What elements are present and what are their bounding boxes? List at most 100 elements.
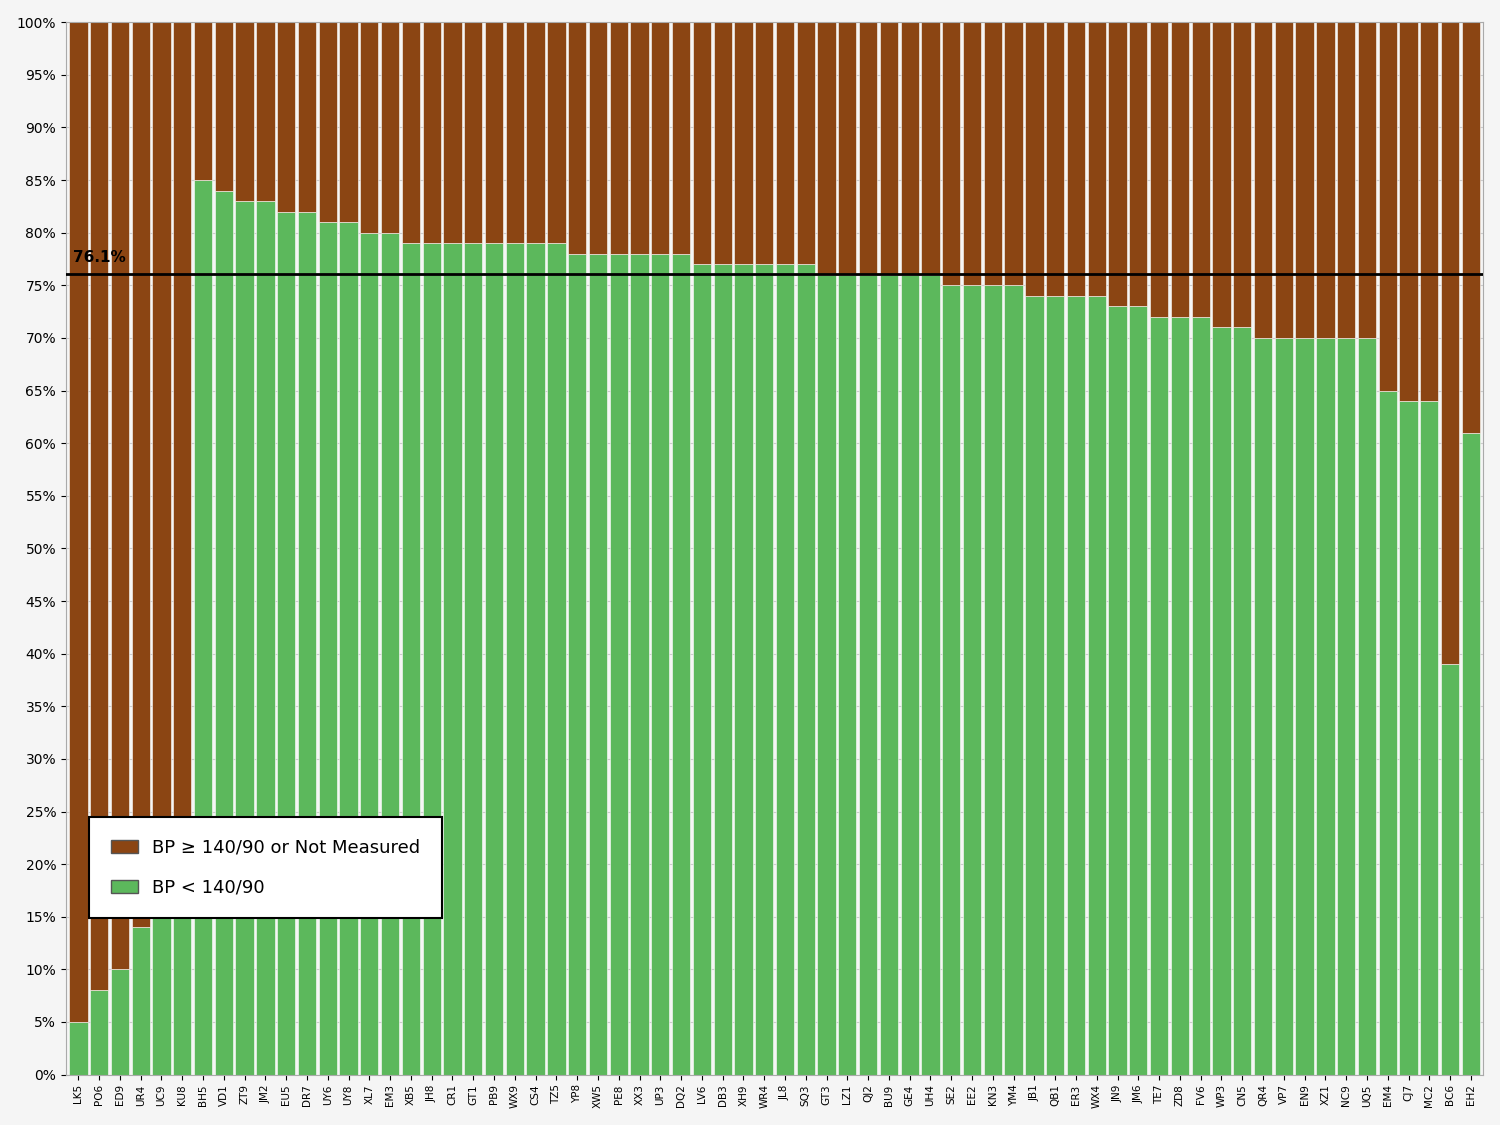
Legend: BP ≥ 140/90 or Not Measured, BP < 140/90: BP ≥ 140/90 or Not Measured, BP < 140/90 [88, 817, 442, 918]
Bar [735, 22, 753, 264]
Bar [942, 22, 960, 286]
Bar [1130, 306, 1148, 1074]
Bar [214, 190, 232, 1074]
Bar [1378, 390, 1396, 1074]
Bar [484, 243, 502, 1074]
Bar [1150, 317, 1168, 1074]
Bar [278, 212, 296, 1074]
Bar [714, 264, 732, 1074]
Bar [298, 22, 316, 212]
Bar [1026, 22, 1044, 296]
Bar [548, 22, 566, 243]
Bar [132, 22, 150, 927]
Bar [278, 22, 296, 212]
Bar [1442, 664, 1460, 1074]
Bar [796, 264, 814, 1074]
Bar [298, 212, 316, 1074]
Bar [1108, 22, 1126, 306]
Bar [194, 22, 211, 180]
Bar [1358, 22, 1376, 337]
Bar [1296, 338, 1314, 1074]
Bar [1336, 22, 1356, 337]
Bar [548, 243, 566, 1074]
Bar [818, 22, 836, 274]
Bar [859, 22, 877, 274]
Bar [1461, 22, 1480, 433]
Bar [172, 22, 192, 896]
Bar [693, 22, 711, 264]
Bar [236, 201, 254, 1074]
Bar [90, 990, 108, 1074]
Bar [506, 243, 524, 1074]
Bar [194, 180, 211, 1074]
Bar [568, 22, 586, 254]
Bar [1130, 22, 1148, 306]
Bar [236, 22, 254, 201]
Bar [1461, 433, 1480, 1074]
Bar [568, 254, 586, 1074]
Bar [464, 22, 483, 243]
Bar [318, 222, 338, 1074]
Bar [900, 274, 920, 1074]
Bar [1066, 22, 1084, 296]
Bar [1296, 22, 1314, 337]
Bar [214, 22, 232, 190]
Bar [818, 274, 836, 1074]
Bar [900, 22, 920, 274]
Bar [984, 286, 1002, 1074]
Bar [172, 896, 192, 1074]
Bar [526, 22, 544, 243]
Bar [381, 233, 399, 1074]
Bar [69, 22, 87, 1022]
Bar [69, 1022, 87, 1074]
Bar [444, 22, 462, 243]
Bar [1005, 22, 1023, 286]
Bar [1378, 22, 1396, 390]
Bar [90, 22, 108, 990]
Bar [735, 264, 753, 1074]
Bar [1046, 22, 1065, 296]
Bar [630, 254, 648, 1074]
Bar [776, 22, 794, 264]
Bar [1400, 22, 1417, 400]
Bar [1316, 22, 1335, 337]
Bar [609, 22, 628, 254]
Text: 76.1%: 76.1% [74, 250, 126, 266]
Bar [1233, 22, 1251, 327]
Bar [484, 22, 502, 243]
Bar [921, 274, 939, 1074]
Bar [1088, 296, 1106, 1074]
Bar [339, 222, 357, 1074]
Bar [880, 22, 898, 274]
Bar [1275, 338, 1293, 1074]
Bar [984, 22, 1002, 286]
Bar [1150, 22, 1168, 317]
Bar [111, 970, 129, 1074]
Bar [1442, 22, 1460, 664]
Bar [963, 22, 981, 286]
Bar [1358, 338, 1376, 1074]
Bar [1191, 317, 1210, 1074]
Bar [651, 254, 669, 1074]
Bar [1254, 22, 1272, 337]
Bar [1420, 22, 1438, 400]
Bar [423, 243, 441, 1074]
Bar [1108, 306, 1126, 1074]
Bar [630, 22, 648, 254]
Bar [423, 22, 441, 243]
Bar [381, 22, 399, 233]
Bar [651, 22, 669, 254]
Bar [506, 22, 524, 243]
Bar [1400, 400, 1417, 1074]
Bar [590, 22, 608, 254]
Bar [318, 22, 338, 222]
Bar [859, 274, 877, 1074]
Bar [942, 286, 960, 1074]
Bar [1233, 327, 1251, 1074]
Bar [256, 201, 274, 1074]
Bar [1420, 400, 1438, 1074]
Bar [754, 264, 774, 1074]
Bar [339, 22, 357, 222]
Bar [921, 22, 939, 274]
Bar [1170, 22, 1190, 317]
